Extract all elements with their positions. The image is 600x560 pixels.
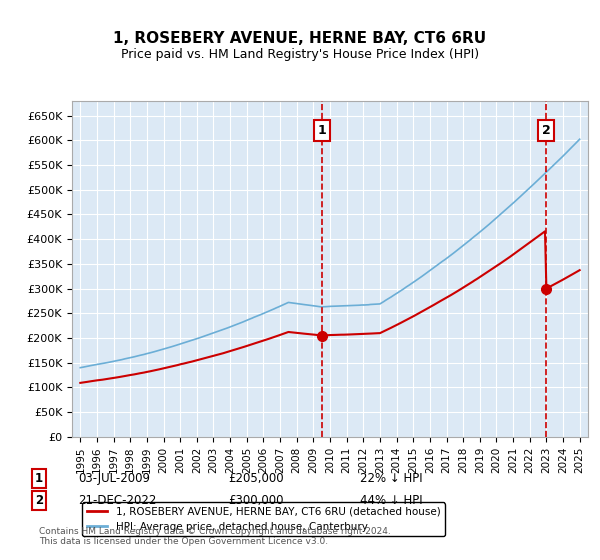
Text: 1, ROSEBERY AVENUE, HERNE BAY, CT6 6RU: 1, ROSEBERY AVENUE, HERNE BAY, CT6 6RU — [113, 31, 487, 46]
Text: 44% ↓ HPI: 44% ↓ HPI — [360, 493, 422, 507]
Text: £205,000: £205,000 — [228, 472, 284, 486]
Text: 1: 1 — [317, 124, 326, 137]
Text: Price paid vs. HM Land Registry's House Price Index (HPI): Price paid vs. HM Land Registry's House … — [121, 48, 479, 60]
Text: Contains HM Land Registry data © Crown copyright and database right 2024.
This d: Contains HM Land Registry data © Crown c… — [39, 526, 391, 546]
Text: 03-JUL-2009: 03-JUL-2009 — [78, 472, 150, 486]
Text: £300,000: £300,000 — [228, 493, 284, 507]
Text: 22% ↓ HPI: 22% ↓ HPI — [360, 472, 422, 486]
Text: 1: 1 — [35, 472, 43, 486]
Text: 2: 2 — [35, 493, 43, 507]
Text: 21-DEC-2022: 21-DEC-2022 — [78, 493, 157, 507]
Legend: 1, ROSEBERY AVENUE, HERNE BAY, CT6 6RU (detached house), HPI: Average price, det: 1, ROSEBERY AVENUE, HERNE BAY, CT6 6RU (… — [82, 502, 445, 536]
Text: 2: 2 — [542, 124, 550, 137]
